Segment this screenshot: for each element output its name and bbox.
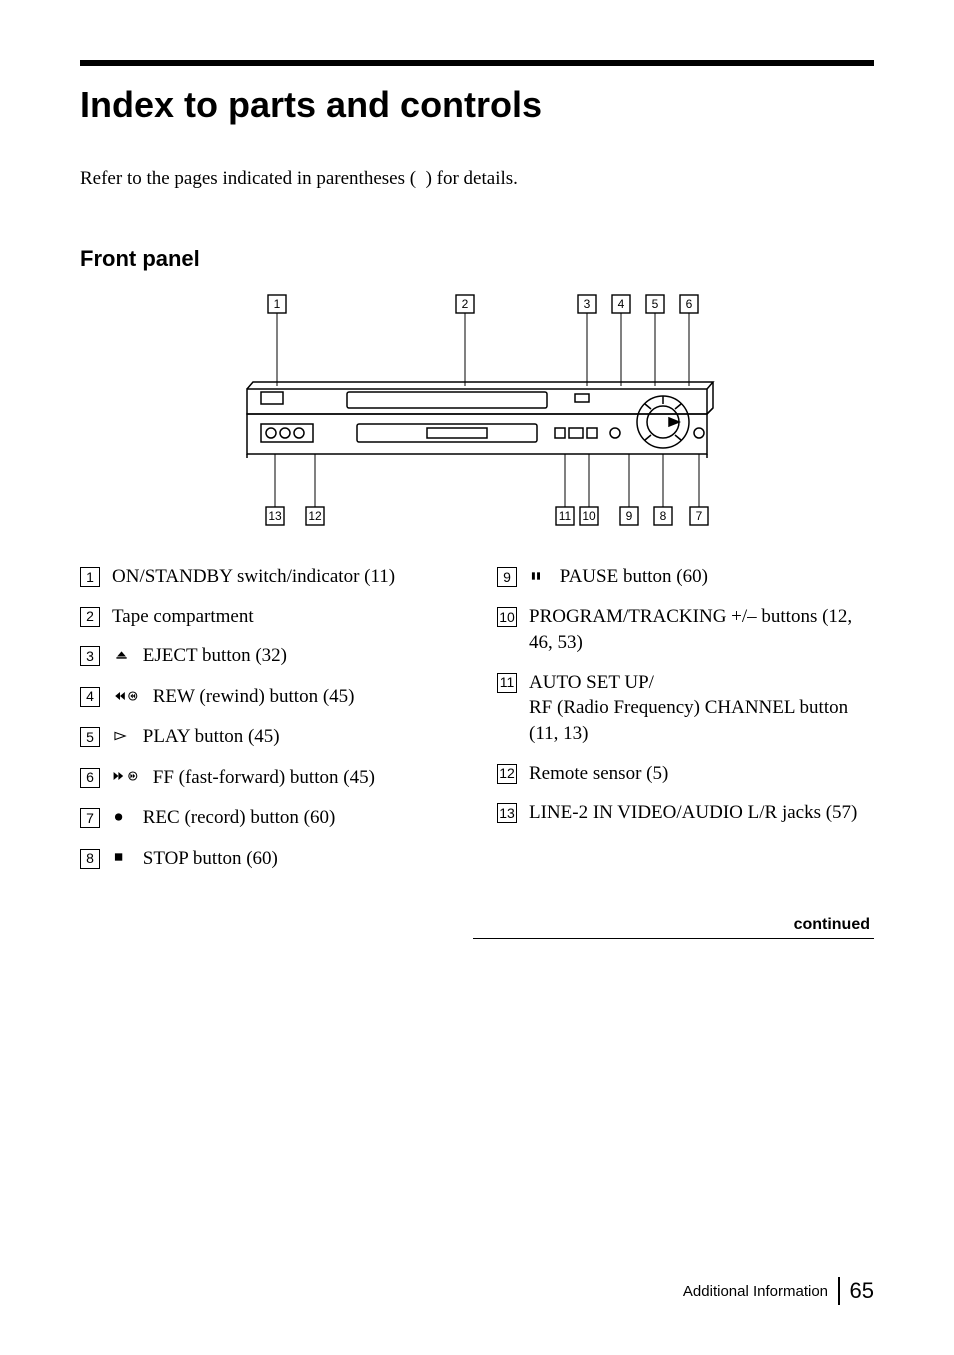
item-text: STOP button (60): [112, 846, 278, 872]
parts-list-item: 6 FF (fast-forward) button (45): [80, 765, 457, 791]
parts-list-item: 5 PLAY button (45): [80, 724, 457, 750]
top-rule: [80, 60, 874, 66]
play-icon: [112, 725, 134, 751]
svg-text:9: 9: [626, 509, 633, 523]
item-text: PAUSE button (60): [529, 564, 708, 590]
item-text: PLAY button (45): [112, 724, 280, 750]
item-number-box: 8: [80, 849, 100, 869]
parts-list-item: 4 REW (rewind) button (45): [80, 684, 457, 710]
item-number-box: 6: [80, 768, 100, 788]
item-number-box: 1: [80, 567, 100, 587]
section-heading: Front panel: [80, 246, 874, 272]
parts-list-item: 7 REC (record) button (60): [80, 805, 457, 831]
item-number-box: 9: [497, 567, 517, 587]
svg-text:12: 12: [308, 509, 322, 523]
item-text: Remote sensor (5): [529, 761, 668, 787]
item-text: EJECT button (32): [112, 643, 287, 669]
page-footer: Additional Information 65: [683, 1277, 874, 1305]
svg-text:3: 3: [584, 297, 591, 311]
parts-list-right: 9 PAUSE button (60) 10 PROGRAM/TRACKING +…: [497, 564, 874, 886]
front-panel-diagram: 12345613121110987: [80, 294, 874, 526]
svg-text:8: 8: [660, 509, 667, 523]
item-text: REC (record) button (60): [112, 805, 335, 831]
item-number-box: 5: [80, 727, 100, 747]
item-number-box: 10: [497, 607, 517, 627]
ff-icon: [112, 765, 144, 791]
parts-list-item: 9 PAUSE button (60): [497, 564, 874, 590]
svg-text:5: 5: [652, 297, 659, 311]
footer-divider: [838, 1277, 840, 1305]
item-number-box: 3: [80, 646, 100, 666]
pause-icon: [529, 565, 551, 591]
parts-list-item: 8 STOP button (60): [80, 846, 457, 872]
item-text: Tape compartment: [112, 604, 254, 630]
parts-list-item: 13 LINE-2 IN VIDEO/AUDIO L/R jacks (57): [497, 800, 874, 826]
footer-section: Additional Information: [683, 1283, 828, 1300]
item-text: REW (rewind) button (45): [112, 684, 355, 710]
rew-icon: [112, 685, 144, 711]
item-text: ON/STANDBY switch/indicator (11): [112, 564, 395, 590]
parts-list-item: 2 Tape compartment: [80, 604, 457, 630]
item-number-box: 13: [497, 803, 517, 823]
item-number-box: 7: [80, 808, 100, 828]
intro-text: Refer to the pages indicated in parenthe…: [80, 168, 874, 190]
page-title: Index to parts and controls: [80, 84, 874, 126]
svg-text:13: 13: [268, 509, 282, 523]
item-number-box: 4: [80, 687, 100, 707]
eject-icon: [112, 644, 134, 670]
parts-list-item: 3 EJECT button (32): [80, 643, 457, 669]
svg-text:11: 11: [559, 509, 572, 523]
stop-icon: [112, 846, 134, 872]
item-text: FF (fast-forward) button (45): [112, 765, 375, 791]
continued-label: continued: [473, 916, 874, 939]
svg-text:6: 6: [686, 297, 693, 311]
item-number-box: 11: [497, 673, 517, 693]
item-text: PROGRAM/TRACKING +/– buttons (12, 46, 53…: [529, 604, 874, 655]
item-number-box: 12: [497, 764, 517, 784]
parts-list-left: 1 ON/STANDBY switch/indicator (11) 2 Tape…: [80, 564, 457, 886]
item-text: LINE-2 IN VIDEO/AUDIO L/R jacks (57): [529, 800, 857, 826]
svg-text:10: 10: [582, 509, 596, 523]
item-text: AUTO SET UP/ RF (Radio Frequency) CHANNE…: [529, 670, 874, 747]
item-number-box: 2: [80, 607, 100, 627]
parts-list-item: 12 Remote sensor (5): [497, 761, 874, 787]
parts-list-item: 10 PROGRAM/TRACKING +/– buttons (12, 46,…: [497, 604, 874, 655]
rec-icon: [112, 806, 134, 832]
page-number: 65: [850, 1278, 874, 1304]
parts-list-item: 1 ON/STANDBY switch/indicator (11): [80, 564, 457, 590]
parts-list-item: 11 AUTO SET UP/ RF (Radio Frequency) CHA…: [497, 670, 874, 747]
svg-text:7: 7: [696, 509, 703, 523]
svg-text:1: 1: [274, 297, 281, 311]
svg-text:4: 4: [618, 297, 625, 311]
svg-text:2: 2: [462, 297, 469, 311]
